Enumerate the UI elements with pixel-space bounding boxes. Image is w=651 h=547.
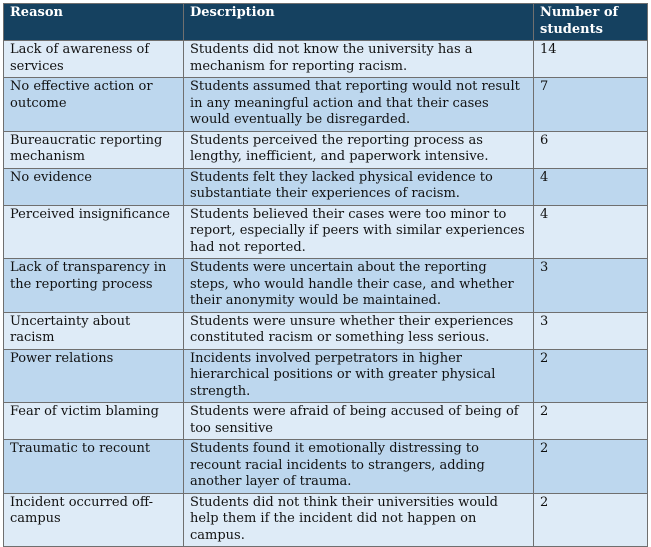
table-row: Lack of transparency in the reporting pr… — [3, 258, 648, 313]
table-row: Uncertainty about racism Students were u… — [3, 311, 648, 350]
count-cell: 3 — [533, 311, 648, 350]
description-cell: Students were uncertain about the report… — [183, 258, 534, 313]
header-reason: Reason — [3, 3, 184, 41]
header-description: Description — [183, 3, 534, 41]
reason-cell: Lack of transparency in the reporting pr… — [3, 258, 184, 313]
description-cell: Students were unsure whether their exper… — [183, 311, 534, 350]
count-cell: 7 — [533, 77, 648, 132]
description-cell: Students felt they lacked physical evide… — [183, 167, 534, 206]
reason-cell: Power relations — [3, 348, 184, 403]
table-row: Lack of awareness of services Students d… — [3, 40, 648, 78]
description-cell: Students did not think their universitie… — [183, 492, 534, 547]
table-row: Incident occurred off-campus Students di… — [3, 492, 648, 547]
count-cell: 3 — [533, 258, 648, 313]
table-row: Perceived insignificance Students believ… — [3, 204, 648, 259]
table-row: Power relations Incidents involved perpe… — [3, 348, 648, 403]
table-row: No effective action or outcome Students … — [3, 77, 648, 132]
header-count: Number of students — [533, 3, 648, 41]
table-row: Traumatic to recount Students found it e… — [3, 439, 648, 494]
reason-cell: No evidence — [3, 167, 184, 206]
count-cell: 2 — [533, 439, 648, 494]
reason-cell: Uncertainty about racism — [3, 311, 184, 350]
count-cell: 6 — [533, 130, 648, 169]
reason-cell: Lack of awareness of services — [3, 40, 184, 78]
description-cell: Students perceived the reporting process… — [183, 130, 534, 169]
description-cell: Students found it emotionally distressin… — [183, 439, 534, 494]
reason-cell: Incident occurred off-campus — [3, 492, 184, 547]
count-cell: 2 — [533, 492, 648, 547]
description-cell: Students believed their cases were too m… — [183, 204, 534, 259]
table-row: No evidence Students felt they lacked ph… — [3, 167, 648, 206]
count-cell: 14 — [533, 40, 648, 78]
description-cell: Incidents involved perpetrators in highe… — [183, 348, 534, 403]
reason-cell: Traumatic to recount — [3, 439, 184, 494]
reason-cell: No effective action or outcome — [3, 77, 184, 132]
reason-cell: Perceived insignificance — [3, 204, 184, 259]
reason-cell: Fear of victim blaming — [3, 402, 184, 440]
description-cell: Students assumed that reporting would no… — [183, 77, 534, 132]
table-row: Fear of victim blaming Students were afr… — [3, 402, 648, 440]
description-cell: Students were afraid of being accused of… — [183, 402, 534, 440]
reasons-table: Reason Description Number of students La… — [3, 3, 648, 547]
table-row: Bureaucratic reporting mechanism Student… — [3, 130, 648, 169]
header-row: Reason Description Number of students — [3, 3, 648, 41]
count-cell: 2 — [533, 402, 648, 440]
count-cell: 4 — [533, 167, 648, 206]
description-cell: Students did not know the university has… — [183, 40, 534, 78]
count-cell: 2 — [533, 348, 648, 403]
count-cell: 4 — [533, 204, 648, 259]
reason-cell: Bureaucratic reporting mechanism — [3, 130, 184, 169]
